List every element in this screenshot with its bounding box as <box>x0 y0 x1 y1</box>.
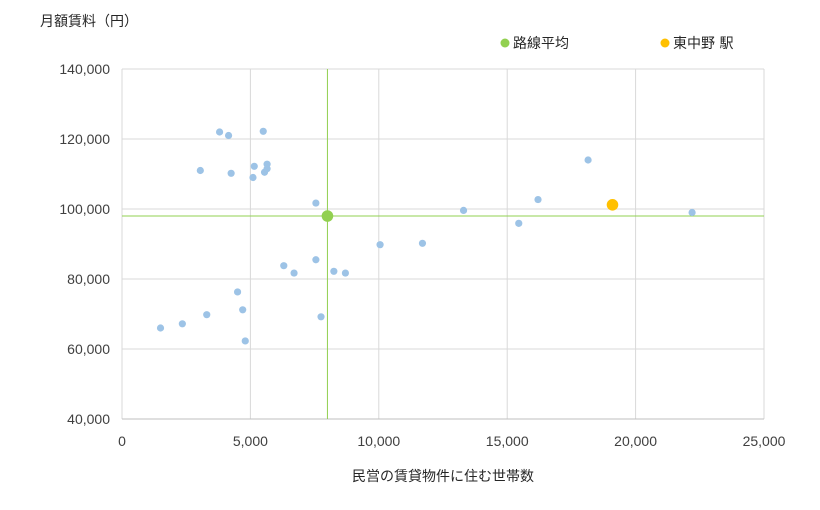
y-tick-label: 80,000 <box>67 271 110 287</box>
station-point <box>203 311 211 319</box>
y-tick-label: 100,000 <box>59 201 110 217</box>
x-tick-label: 5,000 <box>233 433 268 449</box>
data-points <box>156 127 696 345</box>
station-point <box>215 128 224 136</box>
legend-label-station: 東中野 駅 <box>673 36 733 52</box>
station-point <box>312 199 320 207</box>
legend-marker-station <box>660 38 670 48</box>
highlight-station-point <box>606 199 619 211</box>
station-point <box>515 219 523 227</box>
y-tick-label: 120,000 <box>59 131 110 147</box>
station-point <box>459 206 468 214</box>
station-point <box>290 269 298 277</box>
station-point <box>196 166 204 175</box>
x-tick-label: 10,000 <box>357 433 400 449</box>
station-point <box>239 306 247 314</box>
station-point <box>584 156 592 164</box>
station-point <box>312 256 320 264</box>
station-point <box>280 262 288 270</box>
station-point <box>330 267 338 275</box>
x-tick-label: 15,000 <box>486 433 529 449</box>
y-tick-label: 60,000 <box>67 341 110 357</box>
station-point <box>317 313 325 321</box>
route-average-point <box>321 210 334 222</box>
x-tick-labels: 0 5,000 10,000 15,000 20,000 25,000 <box>118 433 786 449</box>
station-point <box>688 208 696 217</box>
station-point <box>341 269 350 277</box>
station-point <box>241 337 249 345</box>
y-tick-label: 140,000 <box>59 61 110 77</box>
station-point <box>224 131 233 140</box>
y-tick-labels: 40,000 60,000 80,000 100,000 120,000 140,000 <box>59 61 110 427</box>
x-tick-label: 20,000 <box>614 433 657 449</box>
station-point <box>178 320 186 328</box>
average-reference-lines <box>122 69 764 419</box>
x-axis-label: 民営の賃貸物件に住む世帯数 <box>352 469 534 485</box>
legend-marker-route-average <box>500 38 510 48</box>
station-point <box>418 239 427 247</box>
station-point <box>249 173 257 182</box>
x-tick-label: 0 <box>118 433 126 449</box>
station-point <box>263 160 271 168</box>
station-point <box>227 169 235 177</box>
station-point <box>534 195 542 204</box>
x-tick-label: 25,000 <box>743 433 786 449</box>
station-point <box>233 288 242 296</box>
gridlines <box>121 68 765 420</box>
y-axis-label: 月額賃料（円） <box>40 14 138 30</box>
legend-label-route-average: 路線平均 <box>513 36 569 52</box>
legend: 路線平均 東中野 駅 <box>500 36 733 52</box>
station-point <box>376 241 384 249</box>
station-point <box>156 324 165 332</box>
station-point <box>259 127 267 135</box>
station-point <box>250 162 258 170</box>
y-tick-label: 40,000 <box>67 411 110 427</box>
